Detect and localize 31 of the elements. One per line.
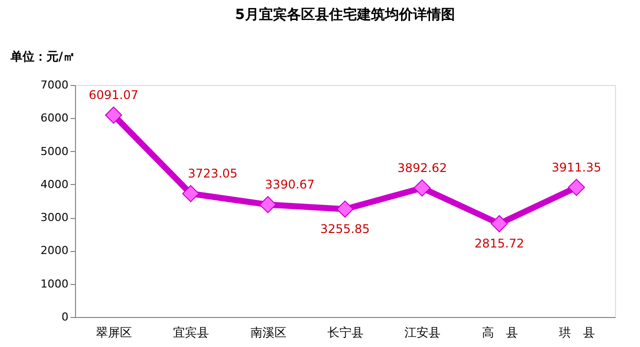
data-label: 3255.85	[320, 222, 370, 236]
data-label: 3892.62	[397, 160, 447, 175]
x-tick-label: 高 县	[482, 326, 518, 340]
x-tick-label: 江安县	[404, 326, 441, 340]
y-axis-title: 单位：元/㎡	[10, 50, 75, 64]
chart-title: 5月宜宾各区县住宅建筑均价详情图	[235, 6, 455, 23]
data-label: 3390.67	[265, 178, 315, 192]
y-tick-label: 0	[62, 310, 68, 324]
x-tick-label: 宜宾县	[173, 326, 210, 340]
data-label: 3911.35	[552, 160, 602, 174]
x-tick-label: 南溪区	[250, 326, 286, 340]
point	[336, 200, 354, 218]
point	[568, 178, 585, 196]
data-label: 2815.72	[474, 236, 524, 251]
y-tick-label: 3000	[40, 211, 68, 224]
point	[182, 185, 200, 202]
y-tick-label: 1000	[40, 277, 68, 290]
y-tick-label: 7000	[40, 78, 68, 92]
data-label: 3723.05	[188, 166, 238, 181]
point	[105, 106, 122, 124]
x-tick-label: 长宁县	[328, 326, 364, 340]
point	[259, 196, 276, 214]
x-tick-label: 翠屏区	[96, 326, 132, 340]
x-tick-label: 珙 县	[558, 326, 595, 340]
point	[490, 215, 508, 232]
y-tick-label: 5000	[40, 144, 68, 158]
y-tick-label: 2000	[40, 244, 68, 258]
y-tick-label: 4000	[40, 178, 68, 191]
point	[414, 179, 431, 197]
data-label: 6091.07	[88, 88, 138, 102]
y-tick-label: 6000	[40, 112, 68, 125]
